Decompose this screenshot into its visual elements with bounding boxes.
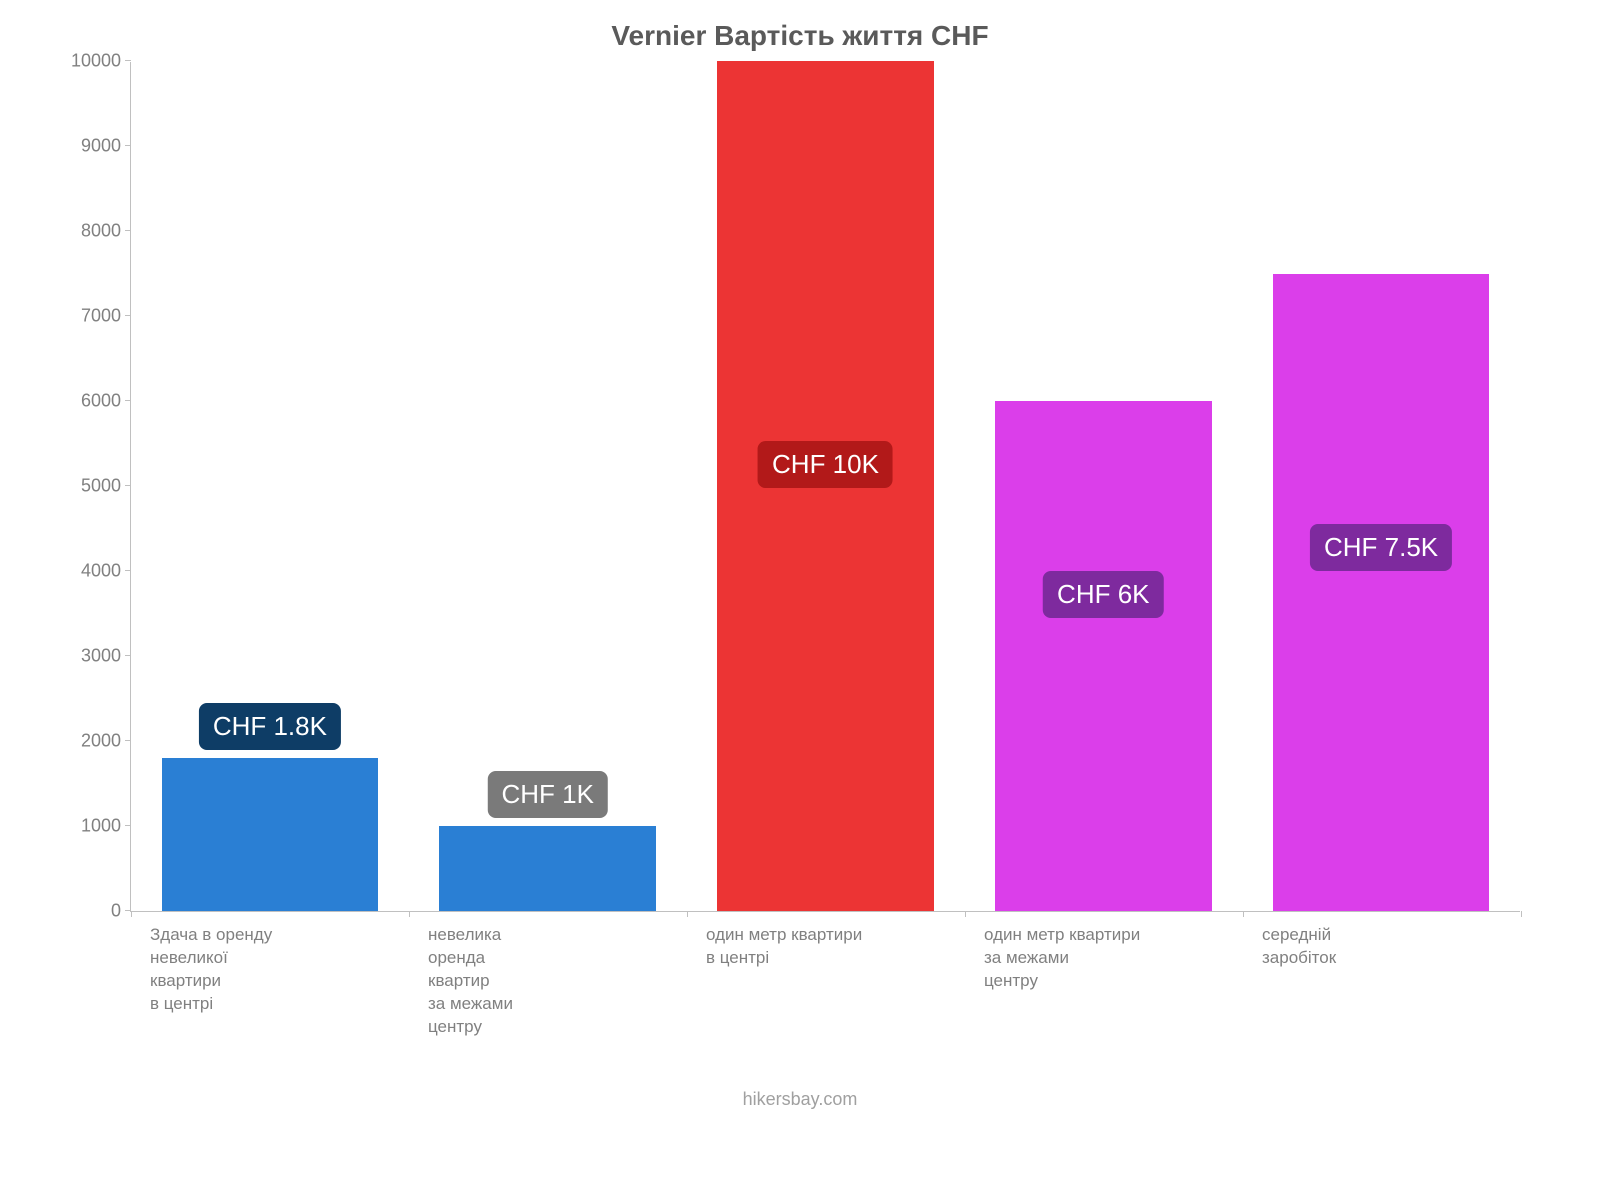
- bar-slot: CHF 1.8K: [131, 62, 409, 911]
- bar: CHF 7.5K: [1273, 274, 1490, 912]
- y-tick-label: 10000: [61, 51, 121, 72]
- y-tick-label: 5000: [61, 476, 121, 497]
- bar-value-label: CHF 6K: [1043, 571, 1163, 618]
- y-tick-mark: [125, 570, 131, 571]
- bar: CHF 1.8K: [162, 758, 379, 911]
- bar: CHF 10K: [717, 61, 934, 911]
- y-tick-mark: [125, 655, 131, 656]
- x-axis-label: один метр квартири в центрі: [686, 924, 964, 1039]
- y-tick-label: 0: [61, 901, 121, 922]
- bar-slot: CHF 1K: [409, 62, 687, 911]
- bar: CHF 1K: [439, 826, 656, 911]
- y-tick-mark: [125, 825, 131, 826]
- chart-container: Vernier Вартість життя CHF CHF 1.8KCHF 1…: [60, 20, 1540, 1160]
- x-axis-label: середній заробіток: [1242, 924, 1520, 1039]
- y-tick-label: 7000: [61, 306, 121, 327]
- x-tick-mark: [1243, 911, 1244, 917]
- y-tick-mark: [125, 400, 131, 401]
- x-axis-labels: Здача в оренду невеликої квартири в цент…: [130, 924, 1520, 1039]
- chart-footer: hikersbay.com: [60, 1089, 1540, 1110]
- x-axis-label: один метр квартири за межами центру: [964, 924, 1242, 1039]
- bar-value-label: CHF 7.5K: [1310, 524, 1452, 571]
- x-axis-label: Здача в оренду невеликої квартири в цент…: [130, 924, 408, 1039]
- chart-title: Vernier Вартість життя CHF: [60, 20, 1540, 52]
- x-tick-mark: [965, 911, 966, 917]
- y-tick-label: 6000: [61, 391, 121, 412]
- y-tick-label: 2000: [61, 731, 121, 752]
- y-tick-mark: [125, 230, 131, 231]
- bar-value-label: CHF 1K: [487, 771, 607, 818]
- bar-slot: CHF 6K: [964, 62, 1242, 911]
- x-tick-mark: [1521, 911, 1522, 917]
- y-tick-label: 1000: [61, 816, 121, 837]
- y-tick-mark: [125, 485, 131, 486]
- y-tick-mark: [125, 145, 131, 146]
- x-tick-mark: [687, 911, 688, 917]
- y-tick-mark: [125, 315, 131, 316]
- bars-group: CHF 1.8K CHF 1K CHF 10K CHF 6K CHF 7.5K: [131, 62, 1520, 911]
- y-tick-label: 8000: [61, 221, 121, 242]
- y-tick-mark: [125, 740, 131, 741]
- bar-value-label: CHF 10K: [758, 441, 893, 488]
- bar-slot: CHF 10K: [687, 62, 965, 911]
- y-tick-label: 9000: [61, 136, 121, 157]
- plot-area: CHF 1.8KCHF 1KCHF 10KCHF 6KCHF 7.5K 0100…: [130, 62, 1520, 912]
- x-tick-mark: [131, 911, 132, 917]
- y-tick-label: 3000: [61, 646, 121, 667]
- x-axis-label: невелика оренда квартир за межами центру: [408, 924, 686, 1039]
- bar-value-label: CHF 1.8K: [199, 703, 341, 750]
- y-tick-mark: [125, 60, 131, 61]
- bar: CHF 6K: [995, 401, 1212, 911]
- y-tick-label: 4000: [61, 561, 121, 582]
- x-tick-mark: [409, 911, 410, 917]
- bar-slot: CHF 7.5K: [1242, 62, 1520, 911]
